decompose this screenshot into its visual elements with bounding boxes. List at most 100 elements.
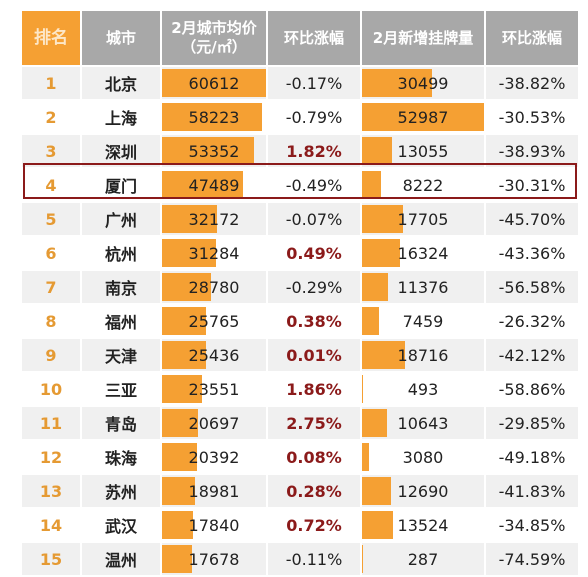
listings-cell-value: 18716: [397, 345, 449, 365]
city-cell: 苏州: [82, 475, 160, 507]
header-price-line2: （元/㎡）: [181, 38, 247, 56]
price-cell: 60612: [162, 67, 266, 99]
price-cell-value: 47489: [188, 175, 240, 195]
price-cell: 58223: [162, 101, 266, 133]
price-cell-bar: [162, 511, 193, 539]
listings-cell-bar: [362, 205, 403, 233]
city-cell: 南京: [82, 271, 160, 303]
city-cell: 厦门: [82, 169, 160, 201]
listings-cell-value: 8222: [402, 175, 444, 195]
listings-cell-value: 7459: [402, 311, 444, 331]
listings-cell-value: 493: [407, 379, 439, 399]
listings-cell-value: 13055: [397, 141, 449, 161]
city-cell: 温州: [82, 543, 160, 575]
city-cell: 杭州: [82, 237, 160, 269]
table-row: 13 苏州 18981 0.28% 12690 -41.83%: [22, 475, 578, 507]
price-cell-bar: [162, 545, 193, 573]
listings-cell-bar: [362, 511, 394, 539]
price-mom-cell: -0.07%: [268, 203, 360, 235]
price-cell: 47489: [162, 169, 266, 201]
listings-mom-cell: -42.12%: [486, 339, 578, 371]
city-cell: 上海: [82, 101, 160, 133]
price-cell: 20392: [162, 441, 266, 473]
listings-cell-value: 52987: [397, 107, 449, 127]
listings-cell-value: 16324: [397, 243, 449, 263]
listings-mom-cell: -45.70%: [486, 203, 578, 235]
rank-cell: 2: [22, 101, 80, 133]
listings-mom-cell: -56.58%: [486, 271, 578, 303]
price-cell-value: 23551: [188, 379, 240, 399]
price-cell-bar: [162, 205, 218, 233]
price-cell: 31284: [162, 237, 266, 269]
price-mom-cell: -0.17%: [268, 67, 360, 99]
table-row: 10 三亚 23551 1.86% 493 -58.86%: [22, 373, 578, 405]
price-cell-value: 18981: [188, 481, 240, 501]
price-cell: 25436: [162, 339, 266, 371]
listings-cell-bar: [362, 341, 406, 369]
price-cell: 32172: [162, 203, 266, 235]
listings-cell-bar: [362, 307, 380, 335]
price-cell: 17840: [162, 509, 266, 541]
listings-cell: 16324: [362, 237, 484, 269]
price-cell-value: 17840: [188, 515, 240, 535]
price-mom-cell: 1.86%: [268, 373, 360, 405]
price-mom-cell: 0.38%: [268, 305, 360, 337]
price-cell-value: 28780: [188, 277, 240, 297]
listings-cell-value: 12690: [397, 481, 449, 501]
listings-cell: 52987: [362, 101, 484, 133]
price-cell-value: 17678: [188, 549, 240, 569]
price-cell: 28780: [162, 271, 266, 303]
price-cell-bar: [162, 137, 254, 165]
listings-cell: 8222: [362, 169, 484, 201]
price-mom-cell: -0.79%: [268, 101, 360, 133]
header-listings-mom-label: 环比涨幅: [501, 28, 562, 47]
city-cell: 天津: [82, 339, 160, 371]
city-cell: 福州: [82, 305, 160, 337]
listings-cell-value: 11376: [397, 277, 449, 297]
listings-cell-value: 30499: [397, 73, 449, 93]
rank-cell: 15: [22, 543, 80, 575]
header-price-mom-label: 环比涨幅: [283, 28, 344, 47]
header-listings: 2月新增挂牌量: [362, 11, 484, 65]
listings-mom-cell: -74.59%: [486, 543, 578, 575]
price-cell-bar: [162, 477, 195, 505]
price-cell-bar: [162, 341, 206, 369]
city-cell: 珠海: [82, 441, 160, 473]
listings-cell-value: 287: [407, 549, 439, 569]
listings-cell-value: 13524: [397, 515, 449, 535]
listings-cell: 13524: [362, 509, 484, 541]
table-row: 1 北京 60612 -0.17% 30499 -38.82%: [22, 67, 578, 99]
price-cell: 20697: [162, 407, 266, 439]
price-cell-bar: [162, 103, 262, 131]
price-cell-bar: [162, 171, 244, 199]
listings-cell-bar: [362, 409, 387, 437]
table-row: 7 南京 28780 -0.29% 11376 -56.58%: [22, 271, 578, 303]
header-listings-mom: 环比涨幅: [486, 11, 578, 65]
price-cell-bar: [162, 409, 198, 437]
price-cell: 18981: [162, 475, 266, 507]
rank-cell: 5: [22, 203, 80, 235]
price-cell-value: 31284: [188, 243, 240, 263]
header-price-line1: 2月城市均价: [171, 19, 257, 37]
price-cell-value: 20697: [188, 413, 240, 433]
table-row: 2 上海 58223 -0.79% 52987 -30.53%: [22, 101, 578, 133]
listings-mom-cell: -29.85%: [486, 407, 578, 439]
price-mom-cell: -0.29%: [268, 271, 360, 303]
table-row: 11 青岛 20697 2.75% 10643 -29.85%: [22, 407, 578, 439]
rank-cell: 11: [22, 407, 80, 439]
price-cell-bar: [162, 443, 197, 471]
table-body: 1 北京 60612 -0.17% 30499 -38.82% 2 上海 58223 -0.79%…: [22, 67, 578, 575]
listings-cell-bar: [362, 545, 363, 573]
price-cell-value: 20392: [188, 447, 240, 467]
listings-cell-value: 3080: [402, 447, 444, 467]
rank-cell: 9: [22, 339, 80, 371]
listings-cell: 10643: [362, 407, 484, 439]
price-mom-cell: 0.72%: [268, 509, 360, 541]
table-row: 6 杭州 31284 0.49% 16324 -43.36%: [22, 237, 578, 269]
city-price-table: 排名 城市 2月城市均价 （元/㎡） 环比涨幅 2月新增挂牌量 环比涨幅 1 北京…: [20, 9, 580, 577]
rank-cell: 10: [22, 373, 80, 405]
table-row: 4 厦门 47489 -0.49% 8222 -30.31%: [22, 169, 578, 201]
rank-cell: 13: [22, 475, 80, 507]
listings-cell: 7459: [362, 305, 484, 337]
rank-cell: 8: [22, 305, 80, 337]
